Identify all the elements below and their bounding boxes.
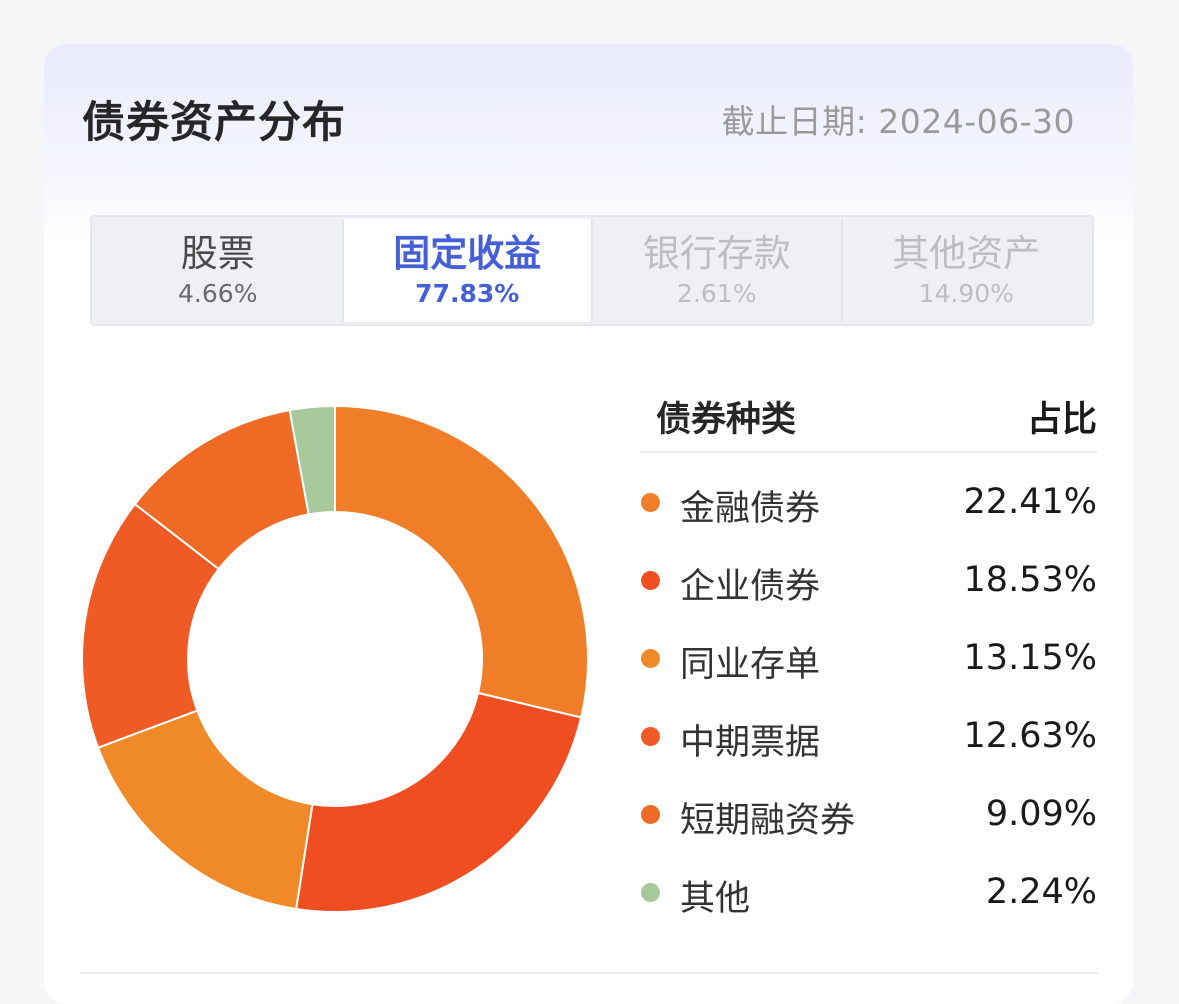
legend-category: 金融债券 (680, 489, 821, 529)
legend-row: 短期融资券 9.09% (640, 778, 1097, 856)
tab-label: 银行存款 (642, 231, 791, 275)
tab-label: 股票 (180, 231, 255, 275)
legend-dot-icon (641, 571, 660, 590)
tab-fixed-income[interactable]: 固定收益 77.83% (343, 219, 593, 322)
legend-dot-icon (641, 883, 660, 902)
legend-row: 金融债券 22.41% (640, 466, 1097, 544)
tab-value: 14.90% (918, 278, 1014, 308)
legend-value: 13.15% (963, 638, 1097, 678)
legend-category: 企业债券 (680, 567, 821, 607)
legend-list: 金融债券 22.41% 企业债券 18.53% 同业存单 13.15% 中期票据 12.63%… (640, 466, 1097, 934)
legend-category: 其他 (680, 879, 751, 919)
legend-dot-icon (641, 805, 660, 824)
tab-value: 77.83% (415, 278, 520, 308)
donut-chart (81, 404, 589, 914)
legend-row: 中期票据 12.63% (640, 700, 1097, 778)
legend-row: 企业债券 18.53% (640, 544, 1097, 622)
divider (80, 972, 1098, 974)
asset-tabs: 股票 4.66% 固定收益 77.83% 银行存款 2.61% 其他资产 14.… (90, 215, 1094, 326)
legend-dot-icon (641, 493, 660, 512)
page-title: 债券资产分布 (82, 98, 346, 148)
tab-label: 固定收益 (393, 231, 542, 275)
donut-slice (295, 691, 583, 914)
legend-row: 其他 2.24% (640, 856, 1097, 934)
legend-category: 短期融资券 (680, 801, 856, 841)
legend-dot-icon (641, 727, 660, 746)
legend-value: 12.63% (963, 716, 1097, 756)
legend-category: 中期票据 (680, 723, 821, 763)
donut-slice (288, 404, 336, 516)
legend-value: 2.24% (985, 872, 1097, 912)
tab-value: 4.66% (178, 278, 258, 308)
tab-stocks[interactable]: 股票 4.66% (94, 219, 344, 322)
legend-value: 22.41% (963, 482, 1097, 522)
legend-header-name: 债券种类 (656, 400, 797, 440)
legend-category: 同业存单 (680, 645, 821, 685)
legend-value: 9.09% (985, 794, 1097, 834)
tab-label: 其他资产 (892, 231, 1041, 275)
tab-value: 2.61% (677, 278, 757, 308)
donut-slice (334, 404, 589, 719)
tab-bank-deposits[interactable]: 银行存款 2.61% (593, 219, 843, 322)
donut-slice (81, 502, 221, 749)
tab-other-assets[interactable]: 其他资产 14.90% (843, 219, 1091, 322)
legend-value: 18.53% (963, 560, 1097, 600)
as-of-date: 截止日期: 2024-06-30 (721, 102, 1075, 141)
legend-header-ratio: 占比 (1026, 400, 1097, 440)
legend-row: 同业存单 13.15% (640, 622, 1097, 700)
legend-header: 债券种类 占比 (640, 385, 1097, 453)
legend-dot-icon (641, 649, 660, 668)
donut-slice (96, 709, 314, 911)
